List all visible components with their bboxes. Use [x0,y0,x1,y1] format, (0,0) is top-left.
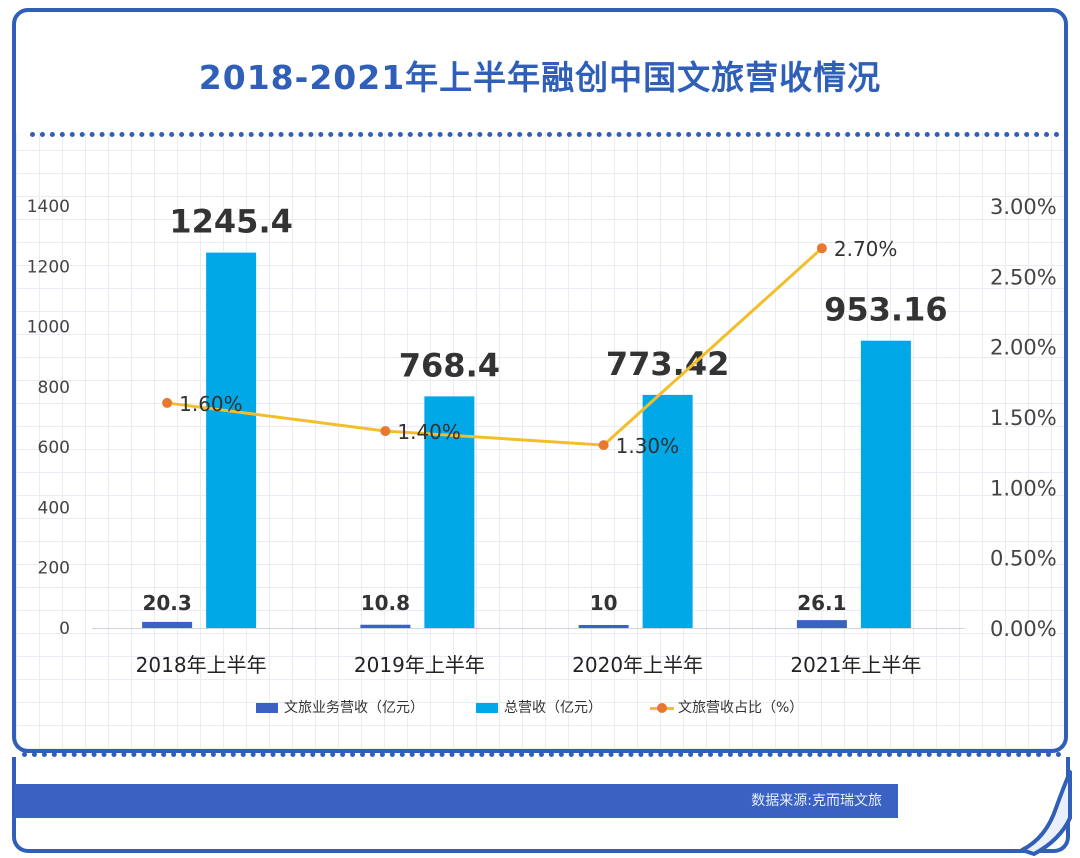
data-label-total: 953.16 [824,291,947,329]
data-label-ratio: 2.70% [834,237,898,261]
title-band [16,12,1064,132]
y-right-tick-label: 2.50% [990,265,1057,289]
chart-svg: 0 200 400 600 800 1000 1200 1400 0.00% 0.50% 1.00%… [27,195,1057,677]
y-left-tick-label: 800 [38,378,70,398]
data-label-total: 768.4 [399,346,500,384]
x-tick-label: 2020年上半年 [572,653,703,677]
bar-tourism-revenue [360,624,411,628]
data-label-tourism: 26.1 [797,591,846,615]
x-tick-label: 2018年上半年 [136,653,267,677]
y-left-tick-label: 1400 [27,197,70,217]
title-divider [30,132,1060,137]
data-label-tourism: 10.8 [361,591,410,615]
page-curl-icon [1020,770,1072,856]
legend-swatch-tourism [256,703,278,713]
bar-total-revenue [206,252,257,628]
data-label-total: 773.42 [606,345,729,383]
source-note: 数据来源:克而瑞文旅 [14,784,898,818]
bottom-divider [22,752,1062,757]
y-left-tick-label: 400 [38,498,70,518]
y-left-tick-label: 0 [59,619,70,639]
legend-label-total: 总营收（亿元） [504,700,602,716]
y-right-tick-label: 1.50% [990,406,1057,430]
data-label-tourism: 10 [590,591,618,615]
bar-total-revenue [860,340,911,628]
bar-tourism-revenue [142,621,193,628]
y-right-tick-label: 0.00% [990,617,1057,641]
ratio-marker [598,440,609,451]
ratio-marker [162,397,173,408]
x-tick-label: 2019年上半年 [354,653,485,677]
y-right-tick-label: 2.00% [990,336,1057,360]
bar-tourism-revenue [578,624,629,628]
legend-swatch-total [476,703,498,713]
y-right-tick-label: 0.50% [990,547,1057,571]
legend-label-ratio: 文旅营收占比（%） [678,700,804,716]
y-right-tick-label: 3.00% [990,195,1057,219]
y-left-tick-label: 600 [38,438,70,458]
y-right-tick-label: 1.00% [990,476,1057,500]
data-label-ratio: 1.40% [397,420,461,444]
y-left-tick-label: 1200 [27,257,70,277]
data-label-ratio: 1.60% [179,392,243,416]
legend: 文旅业务营收（亿元） 总营收（亿元） 文旅营收占比（%） [0,698,1080,718]
ratio-marker [380,426,391,437]
data-label-tourism: 20.3 [142,591,191,615]
x-tick-label: 2021年上半年 [790,653,921,677]
bar-tourism-revenue [796,620,847,628]
legend-label-tourism: 文旅业务营收（亿元） [284,700,424,716]
bar-total-revenue [642,394,693,628]
y-left-tick-label: 1000 [27,318,70,338]
ratio-marker [816,243,827,254]
y-left-tick-label: 200 [38,559,70,579]
data-label-total: 1245.4 [169,203,292,241]
ratio-line [166,247,823,447]
data-label-ratio: 1.30% [616,434,680,458]
legend-marker-ratio [657,703,667,713]
chart-title: 2018-2021年上半年融创中国文旅营收情况 [198,58,882,97]
